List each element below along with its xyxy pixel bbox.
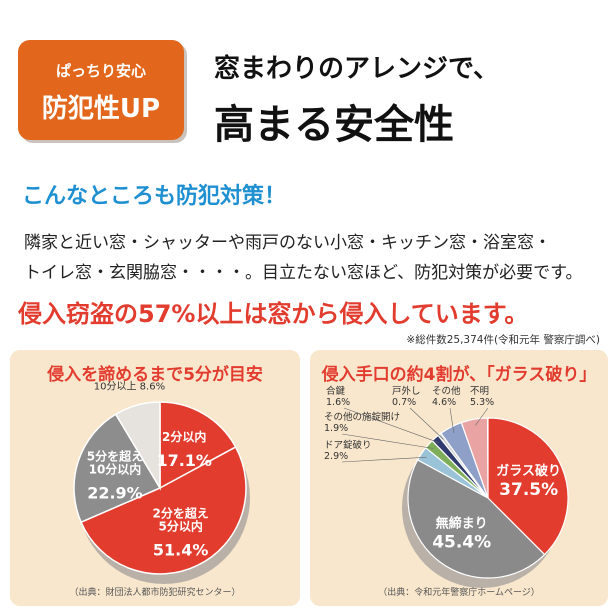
give-up-time-panel: 侵入を諦めるまで5分が目安 2分以内 17.1% 2分を超え 5分以内 51.4% 5分を…: [10, 350, 300, 606]
pie2-label-3: その他の施錠開け 1.9%: [324, 411, 400, 434]
pie2-value-1: 45.4%: [432, 532, 491, 552]
pie2-leader-6: [449, 407, 455, 433]
chart2-source: （出典：令和元年警察庁ホームページ）: [378, 588, 540, 598]
pie2-value-0: 37.5%: [499, 480, 558, 500]
pie2-label-6: その他 4.6%: [432, 385, 461, 408]
pie2-leader-7: [475, 407, 489, 426]
pie1-slice-2: [73, 413, 162, 524]
chart2-title: 侵入手口の約4割が、「ガラス破り」: [321, 365, 597, 385]
safety-badge: ぱっちり安心 防犯性UP: [18, 40, 184, 140]
chart1-source: （出典：財団法人都市防犯研究センター）: [69, 588, 241, 598]
footnote: ※総件数25,374件(令和元年 警察庁調べ): [406, 334, 600, 346]
intrusion-method-panel: 侵入手口の約4割が、「ガラス破り」 ガラス破り 37.5% 無締まり 45.4% ドア錠…: [310, 350, 608, 606]
pie2-label-2: ドア錠破り 2.9%: [324, 439, 372, 462]
pie2-label-4: 合鍵 1.6%: [326, 385, 350, 408]
pie2-label-0: ガラス破り: [496, 463, 561, 479]
pie2-label-7: 不明 5.3%: [470, 386, 494, 408]
pie1-slice-0: [159, 401, 237, 490]
chart1-title: 侵入を諦めるまで5分が目安: [47, 365, 263, 385]
pie2-label-5: 戸外し 0.7%: [392, 385, 421, 408]
pie2-slice-7: [460, 417, 489, 499]
pie1-label-3: 10分以上 8.6%: [94, 380, 165, 392]
give-up-time-pie: 2分以内 17.1% 2分を超え 5分以内 51.4% 5分を超え 10分以内 22.9% 10…: [73, 380, 250, 584]
headline-line2: 高まる安全性: [214, 102, 454, 148]
pie2-leader-3: [341, 433, 434, 449]
pie2-leader-2: [341, 456, 427, 463]
headline-line1: 窓まわりのアレンジで、: [214, 54, 499, 84]
body-line2: トイレ窓・玄関脇窓・・・・。目立たない窓ほど、防犯対策が必要です。: [24, 263, 583, 283]
pie1-label-2: 5分を超え 10分以内: [87, 449, 143, 477]
pie1-value-1: 51.4%: [153, 541, 209, 560]
pie1-value-2: 22.9%: [87, 484, 143, 503]
body-line1: 隣家と近い窓・シャッターや雨戸のない小窓・キッチン窓・浴室窓・: [24, 233, 551, 253]
pie2-slice-1: [407, 459, 546, 579]
badge-line1: ぱっちり安心: [55, 62, 146, 80]
pie1-label-0: 2分以内: [162, 429, 206, 444]
pie2-leader-4: [343, 407, 440, 444]
pie2-leader-5: [409, 407, 444, 440]
pie2-label-1: 無締まり: [436, 515, 488, 531]
pie2-slice-0: [487, 417, 569, 556]
subheading: こんなところも防犯対策！: [22, 184, 287, 209]
pie1-value-0: 17.1%: [156, 451, 212, 470]
pie1-slice-3: [114, 401, 161, 491]
badge-line2: 防犯性UP: [41, 94, 161, 124]
pie1-slice-1: [80, 446, 247, 575]
pie1-label-1: 2分を超え 5分以内: [152, 506, 208, 534]
alert-headline: 侵入窃盗の57%以上は窓から侵入しています。: [18, 300, 529, 328]
